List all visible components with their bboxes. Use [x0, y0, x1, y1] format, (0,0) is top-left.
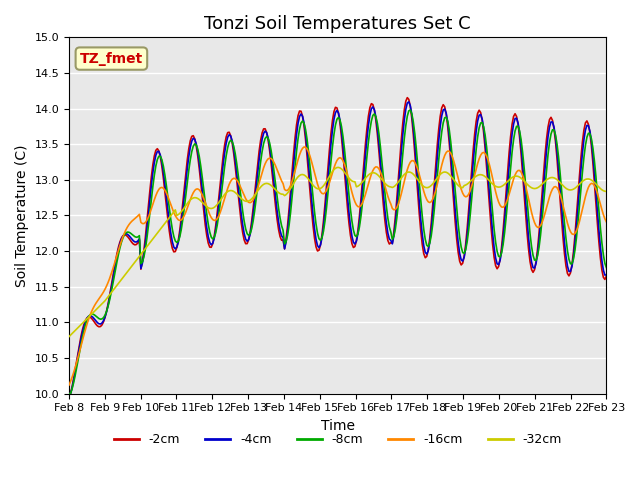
-8cm: [131, 234, 139, 240]
-2cm: [131, 242, 139, 248]
-2cm: [403, 95, 411, 100]
-2cm: [65, 391, 73, 396]
-2cm: [243, 241, 251, 247]
-32cm: [65, 334, 73, 339]
-4cm: [131, 239, 139, 245]
Y-axis label: Soil Temperature (C): Soil Temperature (C): [15, 144, 29, 287]
-8cm: [300, 120, 308, 126]
-8cm: [65, 391, 73, 396]
-4cm: [574, 205, 582, 211]
-16cm: [602, 219, 610, 225]
-8cm: [252, 196, 260, 202]
-16cm: [252, 190, 260, 196]
Line: -16cm: -16cm: [69, 147, 606, 385]
-4cm: [405, 99, 413, 105]
Title: Tonzi Soil Temperatures Set C: Tonzi Soil Temperatures Set C: [204, 15, 471, 33]
-16cm: [301, 144, 309, 150]
-8cm: [602, 264, 610, 270]
X-axis label: Time: Time: [321, 419, 355, 433]
-32cm: [243, 199, 251, 204]
-16cm: [65, 382, 73, 388]
-2cm: [300, 123, 308, 129]
-16cm: [225, 181, 233, 187]
-16cm: [131, 216, 139, 221]
Line: -32cm: -32cm: [69, 168, 606, 336]
-16cm: [300, 144, 308, 150]
-16cm: [574, 224, 582, 230]
Line: -8cm: -8cm: [69, 110, 606, 394]
Line: -2cm: -2cm: [69, 97, 606, 394]
-32cm: [131, 259, 139, 265]
-32cm: [574, 183, 582, 189]
Legend: -2cm, -4cm, -8cm, -16cm, -32cm: -2cm, -4cm, -8cm, -16cm, -32cm: [109, 429, 567, 452]
-32cm: [335, 165, 342, 170]
-4cm: [602, 272, 610, 278]
-32cm: [225, 188, 233, 193]
-8cm: [225, 140, 233, 145]
Text: TZ_fmet: TZ_fmet: [80, 51, 143, 66]
-32cm: [252, 191, 260, 196]
-2cm: [574, 193, 582, 199]
-4cm: [243, 239, 251, 244]
-4cm: [225, 132, 233, 138]
-4cm: [252, 184, 260, 190]
-16cm: [243, 198, 251, 204]
-2cm: [602, 273, 610, 279]
-2cm: [225, 129, 233, 135]
-8cm: [574, 220, 582, 226]
-4cm: [65, 391, 73, 396]
-4cm: [300, 120, 308, 126]
-32cm: [602, 189, 610, 194]
-32cm: [300, 172, 308, 178]
-8cm: [243, 231, 251, 237]
-2cm: [252, 176, 260, 182]
Line: -4cm: -4cm: [69, 102, 606, 394]
-8cm: [406, 107, 414, 113]
